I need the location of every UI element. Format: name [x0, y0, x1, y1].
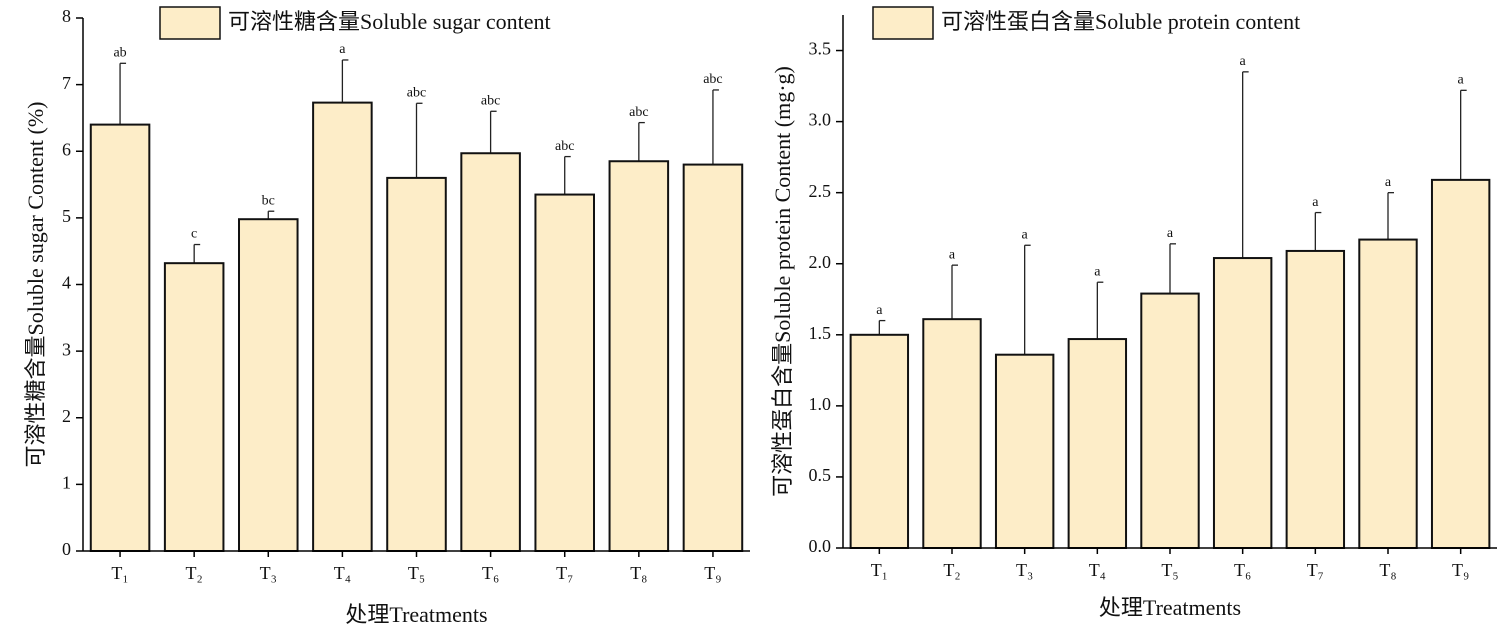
chart-panel: 0.0 0.5 1.0 1.5 2.0 2.5 3.0 3.5 a a a a a a a a a 可溶性蛋白含量…	[770, 6, 1497, 620]
x-tick-label: T₇	[1307, 560, 1324, 580]
x-tick-label: T₉	[704, 563, 721, 583]
bar	[682, 163, 744, 552]
bar	[163, 262, 225, 552]
x-axis-title: 处理Treatments	[1099, 595, 1241, 620]
y-tick-label: 3	[62, 339, 71, 359]
significance-letter: ab	[113, 46, 126, 61]
bar	[994, 353, 1055, 549]
bar	[1430, 178, 1491, 549]
y-tick-label: 5	[62, 206, 71, 226]
significance-letter: a	[1312, 195, 1319, 210]
x-tick-label: T₁	[111, 563, 128, 583]
x-axis-title: 处理Treatments	[345, 602, 487, 627]
significance-letter: a	[1385, 175, 1392, 190]
significance-letter: bc	[262, 193, 275, 208]
bar	[386, 176, 447, 552]
y-tick-label: 1.0	[809, 394, 832, 414]
x-tick-label: T₆	[482, 563, 499, 583]
x-tick-label: T₇	[556, 563, 573, 583]
significance-letter: a	[1167, 226, 1174, 241]
y-tick-label: 0	[62, 539, 71, 559]
x-tick-label: T₈	[1379, 560, 1396, 580]
significance-letter: a	[876, 303, 883, 318]
significance-letter: abc	[629, 105, 648, 120]
bar	[89, 123, 151, 552]
significance-letter: abc	[407, 85, 426, 100]
significance-letter: a	[339, 42, 346, 57]
chart-panel: 012345678abcbcaabcabcabcabcabc可溶性糖含量Solu…	[23, 6, 750, 627]
y-tick-label: 7	[62, 73, 71, 93]
x-tick-label: T₅	[408, 563, 425, 583]
y-tick-label: 0.5	[809, 465, 832, 485]
x-tick-label: T₈	[630, 563, 647, 583]
y-tick-label: 2.5	[809, 181, 832, 201]
bar	[849, 333, 910, 549]
y-tick-label: 2.0	[809, 252, 832, 272]
y-tick-label: 1	[62, 473, 71, 493]
x-tick-label: T₃	[1016, 560, 1033, 580]
significance-letter: abc	[481, 93, 500, 108]
x-tick-label: T₄	[1089, 560, 1106, 580]
bar	[460, 152, 521, 552]
significance-letter: a	[1094, 264, 1101, 279]
significance-letter: a	[1458, 73, 1465, 88]
significance-letter: abc	[703, 72, 722, 87]
bar	[1212, 257, 1273, 549]
y-tick-label: 6	[62, 139, 71, 159]
y-tick-label: 4	[62, 273, 71, 293]
significance-letter: a	[1022, 227, 1029, 242]
y-axis-title: 可溶性蛋白含量Soluble protein Content (mg·g)	[770, 66, 795, 497]
y-axis-title: 可溶性糖含量Soluble sugar Content (%)	[23, 101, 48, 467]
bar	[1285, 249, 1346, 549]
significance-letter: a	[1240, 54, 1247, 69]
x-tick-label: T₁	[871, 560, 888, 580]
y-tick-label: 2	[62, 406, 71, 426]
legend-label: 可溶性蛋白含量Soluble protein content	[941, 9, 1300, 34]
x-tick-label: T₂	[186, 563, 203, 583]
y-tick-label: 3.0	[809, 110, 832, 130]
bar	[608, 160, 670, 552]
legend-swatch	[159, 6, 221, 40]
x-tick-label: T₉	[1452, 560, 1469, 580]
bar	[238, 218, 299, 553]
x-tick-label: T₅	[1161, 560, 1178, 580]
y-tick-label: 0.0	[809, 536, 832, 556]
y-tick-label: 1.5	[809, 323, 832, 343]
bar	[312, 101, 373, 553]
x-tick-label: T₂	[943, 560, 960, 580]
significance-letter: abc	[555, 139, 574, 154]
x-tick-label: T₆	[1234, 560, 1251, 580]
significance-letter: a	[949, 247, 956, 262]
y-tick-label: 8	[62, 6, 71, 26]
legend-label: 可溶性糖含量Soluble sugar content	[228, 9, 551, 34]
bar	[1358, 238, 1418, 549]
bar	[922, 318, 982, 550]
significance-letter: c	[191, 227, 197, 242]
bar	[1140, 292, 1200, 549]
bar	[1067, 338, 1128, 549]
bar	[534, 193, 595, 552]
y-tick-label: 3.5	[809, 39, 832, 59]
legend-swatch	[872, 6, 934, 40]
x-tick-label: T₄	[334, 563, 351, 583]
x-tick-label: T₃	[260, 563, 277, 583]
